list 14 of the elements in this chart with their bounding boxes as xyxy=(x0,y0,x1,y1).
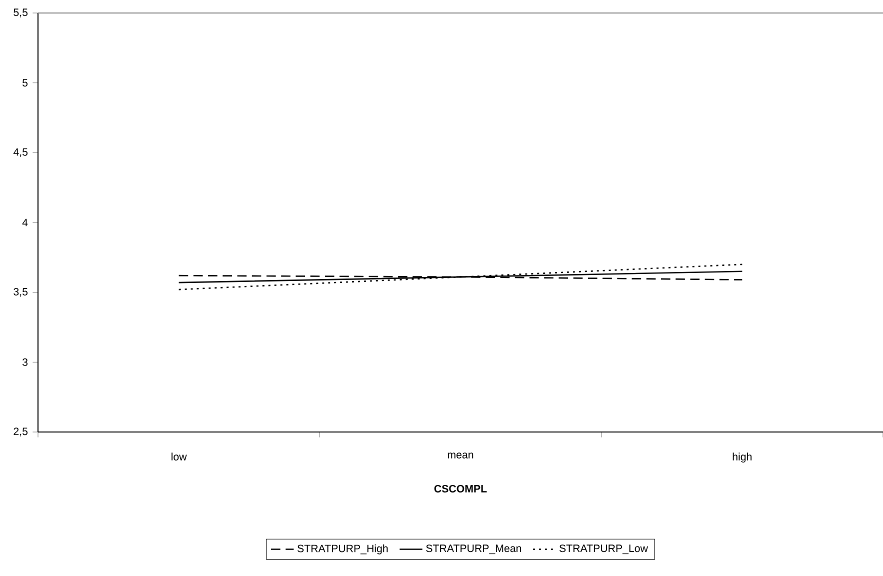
y-tick-label: 5,5 xyxy=(14,8,28,18)
y-tick-label: 4 xyxy=(22,218,28,226)
y-tick-label: 4,5 xyxy=(13,148,28,157)
y-tick-label: 3 xyxy=(22,358,28,366)
y-tick-label: 5 xyxy=(22,79,28,87)
x-tick-label: high xyxy=(732,452,752,463)
legend-label: STRATPURP_High xyxy=(298,544,388,554)
y-tick-label: 2,5 xyxy=(14,428,28,436)
legend-label: STRATPURP_Mean xyxy=(426,544,522,554)
x-axis-title: CSCOMPL xyxy=(434,484,487,492)
y-tick-label: 3,5 xyxy=(14,288,28,297)
legend-label: STRATPURP_Low xyxy=(559,544,648,554)
x-tick-label: low xyxy=(172,452,187,460)
x-tick-label: mean xyxy=(448,452,474,458)
